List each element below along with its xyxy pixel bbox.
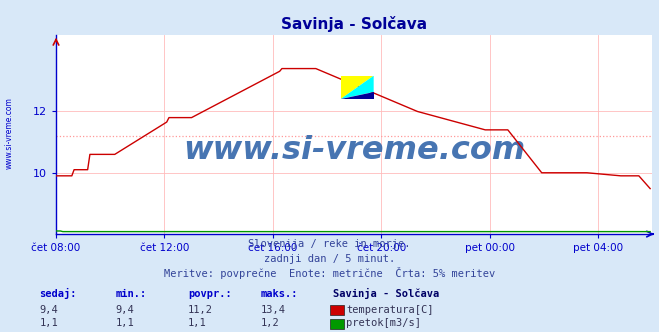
Text: pretok[m3/s]: pretok[m3/s]: [346, 318, 421, 328]
Text: povpr.:: povpr.:: [188, 289, 231, 299]
Text: min.:: min.:: [115, 289, 146, 299]
Text: temperatura[C]: temperatura[C]: [346, 305, 434, 315]
Text: Savinja - Solčava: Savinja - Solčava: [333, 288, 439, 299]
Text: 1,2: 1,2: [260, 318, 279, 328]
Polygon shape: [341, 76, 374, 99]
Text: sedaj:: sedaj:: [40, 288, 77, 299]
Text: 13,4: 13,4: [260, 305, 285, 315]
Text: 1,1: 1,1: [115, 318, 134, 328]
Text: www.si-vreme.com: www.si-vreme.com: [5, 97, 14, 169]
Text: 9,4: 9,4: [40, 305, 58, 315]
Text: 11,2: 11,2: [188, 305, 213, 315]
Text: maks.:: maks.:: [260, 289, 298, 299]
Text: 1,1: 1,1: [188, 318, 206, 328]
Text: zadnji dan / 5 minut.: zadnji dan / 5 minut.: [264, 254, 395, 264]
Title: Savinja - Solčava: Savinja - Solčava: [281, 16, 427, 32]
Polygon shape: [341, 76, 374, 99]
Text: www.si-vreme.com: www.si-vreme.com: [183, 135, 525, 166]
Text: 9,4: 9,4: [115, 305, 134, 315]
Polygon shape: [341, 92, 374, 99]
Text: Meritve: povprečne  Enote: metrične  Črta: 5% meritev: Meritve: povprečne Enote: metrične Črta:…: [164, 267, 495, 279]
Text: Slovenija / reke in morje.: Slovenija / reke in morje.: [248, 239, 411, 249]
Text: 1,1: 1,1: [40, 318, 58, 328]
